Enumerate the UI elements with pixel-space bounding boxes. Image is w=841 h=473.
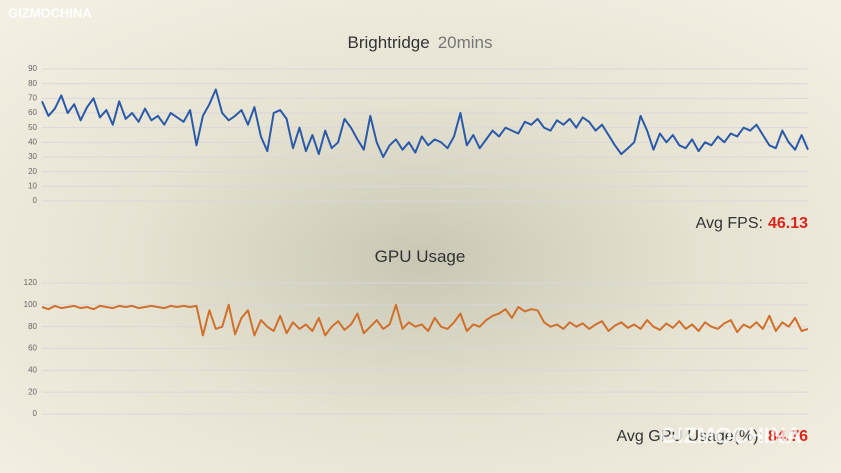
average-value: 84.76 <box>768 428 808 445</box>
y-tick-label: 0 <box>33 409 38 418</box>
chart-title: GPU Usage <box>375 247 466 266</box>
average-label: Avg GPU Usage(%): 84.76 <box>617 428 809 445</box>
y-tick-label: 50 <box>28 123 37 132</box>
subtitle-text: 20mins <box>438 33 493 52</box>
average-label: Avg FPS: 46.13 <box>696 215 808 232</box>
y-tick-label: 30 <box>28 152 37 161</box>
title-text: Brightridge <box>347 33 429 52</box>
title-text: GPU Usage <box>375 247 466 266</box>
y-tick-label: 120 <box>24 278 38 287</box>
watermark: GIZMOCHINA <box>660 423 802 448</box>
y-tick-label: 20 <box>28 387 37 396</box>
y-tick-label: 40 <box>28 137 37 146</box>
y-tick-label: 60 <box>28 344 37 353</box>
y-tick-label: 20 <box>28 167 37 176</box>
y-tick-label: 70 <box>28 93 37 102</box>
y-tick-label: 80 <box>28 79 37 88</box>
average-value: 46.13 <box>768 215 808 232</box>
y-tick-label: 80 <box>28 322 37 331</box>
y-tick-label: 40 <box>28 365 37 374</box>
y-tick-label: 0 <box>33 196 38 205</box>
data-line <box>41 303 809 337</box>
chart-title: Brightridge 20mins <box>347 33 492 52</box>
y-tick-label: 100 <box>24 300 38 309</box>
average-caption: Avg GPU Usage(%): <box>617 428 763 445</box>
watermark: GIZMOCHINA <box>8 5 92 20</box>
y-tick-label: 60 <box>28 108 37 117</box>
y-tick-label: 90 <box>28 64 37 73</box>
data-line <box>41 88 809 158</box>
average-caption: Avg FPS: <box>696 215 763 232</box>
y-tick-label: 10 <box>28 181 37 190</box>
